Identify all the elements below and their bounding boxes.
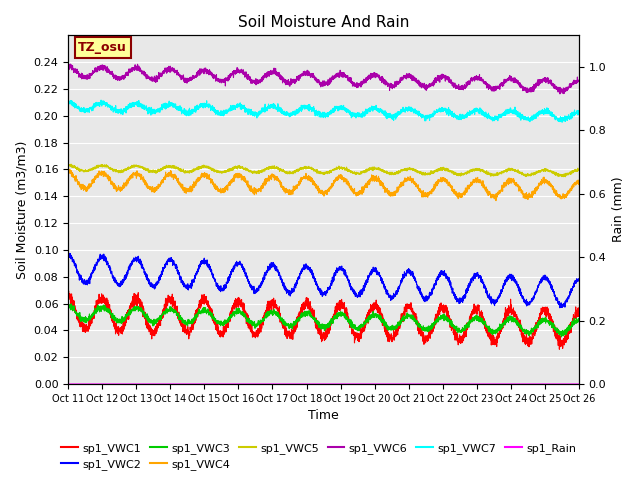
sp1_VWC7 (174, 107, 182, 112)
sp1_VWC6 (64, 63, 72, 69)
sp1_VWC3 (557, 334, 565, 340)
sp1_VWC2 (174, 267, 182, 273)
sp1_Rain (373, 381, 381, 387)
sp1_VWC3 (527, 327, 534, 333)
sp1_VWC3 (64, 303, 72, 309)
sp1_VWC5 (174, 166, 182, 172)
sp1_VWC4 (174, 180, 182, 186)
sp1_VWC2 (64, 252, 72, 257)
sp1_VWC6 (382, 78, 390, 84)
sp1_VWC4 (64, 171, 72, 177)
Y-axis label: Soil Moisture (m3/m3): Soil Moisture (m3/m3) (15, 141, 28, 279)
sp1_VWC1 (373, 307, 381, 313)
Line: sp1_VWC5: sp1_VWC5 (68, 164, 579, 177)
sp1_VWC7 (575, 109, 582, 115)
sp1_VWC2 (527, 300, 534, 306)
sp1_VWC6 (67, 61, 74, 67)
Line: sp1_VWC2: sp1_VWC2 (68, 253, 579, 308)
sp1_VWC5 (559, 174, 567, 180)
Line: sp1_VWC7: sp1_VWC7 (68, 100, 579, 122)
sp1_VWC7 (527, 116, 534, 121)
Legend: sp1_VWC1, sp1_VWC2, sp1_VWC3, sp1_VWC4, sp1_VWC5, sp1_VWC6, sp1_VWC7, sp1_Rain: sp1_VWC1, sp1_VWC2, sp1_VWC3, sp1_VWC4, … (57, 438, 581, 474)
sp1_VWC2 (575, 278, 582, 284)
sp1_VWC4 (575, 182, 582, 188)
sp1_VWC7 (575, 108, 582, 114)
sp1_VWC5 (207, 165, 215, 170)
sp1_VWC5 (382, 169, 390, 175)
sp1_Rain (382, 381, 390, 387)
sp1_VWC3 (373, 312, 381, 318)
sp1_VWC6 (575, 79, 582, 84)
sp1_VWC2 (575, 277, 582, 283)
sp1_VWC7 (558, 120, 566, 125)
Text: TZ_osu: TZ_osu (78, 41, 127, 54)
Line: sp1_VWC3: sp1_VWC3 (68, 304, 579, 337)
sp1_VWC7 (382, 109, 390, 115)
sp1_VWC6 (556, 91, 564, 96)
sp1_VWC4 (66, 167, 74, 172)
sp1_VWC7 (207, 104, 215, 109)
sp1_VWC6 (174, 71, 182, 76)
sp1_VWC2 (207, 269, 215, 275)
sp1_Rain (575, 381, 582, 387)
sp1_VWC1 (527, 335, 534, 340)
sp1_VWC5 (373, 165, 381, 171)
sp1_VWC2 (65, 251, 73, 256)
X-axis label: Time: Time (308, 409, 339, 422)
sp1_VWC5 (67, 161, 75, 167)
sp1_VWC4 (575, 178, 582, 184)
sp1_VWC4 (382, 187, 390, 192)
sp1_VWC7 (373, 105, 381, 111)
sp1_VWC3 (207, 312, 215, 318)
sp1_VWC4 (373, 176, 381, 181)
sp1_VWC2 (373, 270, 381, 276)
sp1_VWC1 (65, 288, 72, 294)
sp1_VWC1 (556, 347, 563, 352)
sp1_VWC2 (382, 288, 390, 294)
sp1_VWC3 (67, 301, 75, 307)
sp1_VWC5 (64, 163, 72, 168)
Line: sp1_VWC4: sp1_VWC4 (68, 169, 579, 201)
sp1_Rain (527, 381, 534, 387)
sp1_VWC1 (174, 312, 182, 318)
sp1_VWC3 (174, 312, 182, 318)
sp1_Rain (173, 381, 181, 387)
sp1_VWC5 (527, 173, 534, 179)
sp1_VWC3 (575, 318, 582, 324)
sp1_VWC1 (382, 332, 390, 337)
sp1_VWC7 (97, 97, 105, 103)
sp1_VWC3 (575, 318, 582, 324)
sp1_VWC1 (575, 308, 582, 313)
Y-axis label: Rain (mm): Rain (mm) (612, 177, 625, 242)
sp1_VWC1 (207, 307, 215, 312)
sp1_VWC6 (207, 70, 215, 76)
sp1_Rain (575, 381, 582, 387)
sp1_Rain (207, 381, 214, 387)
sp1_VWC1 (575, 305, 582, 311)
sp1_VWC6 (527, 87, 534, 93)
sp1_VWC3 (382, 320, 390, 325)
sp1_VWC6 (575, 78, 582, 84)
sp1_VWC5 (575, 168, 582, 173)
sp1_VWC4 (527, 192, 534, 198)
sp1_VWC4 (492, 198, 500, 204)
sp1_VWC2 (556, 305, 564, 311)
sp1_VWC1 (64, 289, 72, 295)
sp1_VWC4 (207, 179, 215, 185)
sp1_VWC6 (373, 71, 381, 77)
sp1_VWC5 (575, 168, 582, 173)
Title: Soil Moisture And Rain: Soil Moisture And Rain (238, 15, 409, 30)
Line: sp1_VWC6: sp1_VWC6 (68, 64, 579, 94)
sp1_VWC7 (64, 101, 72, 107)
sp1_Rain (64, 381, 72, 387)
Line: sp1_VWC1: sp1_VWC1 (68, 291, 579, 349)
